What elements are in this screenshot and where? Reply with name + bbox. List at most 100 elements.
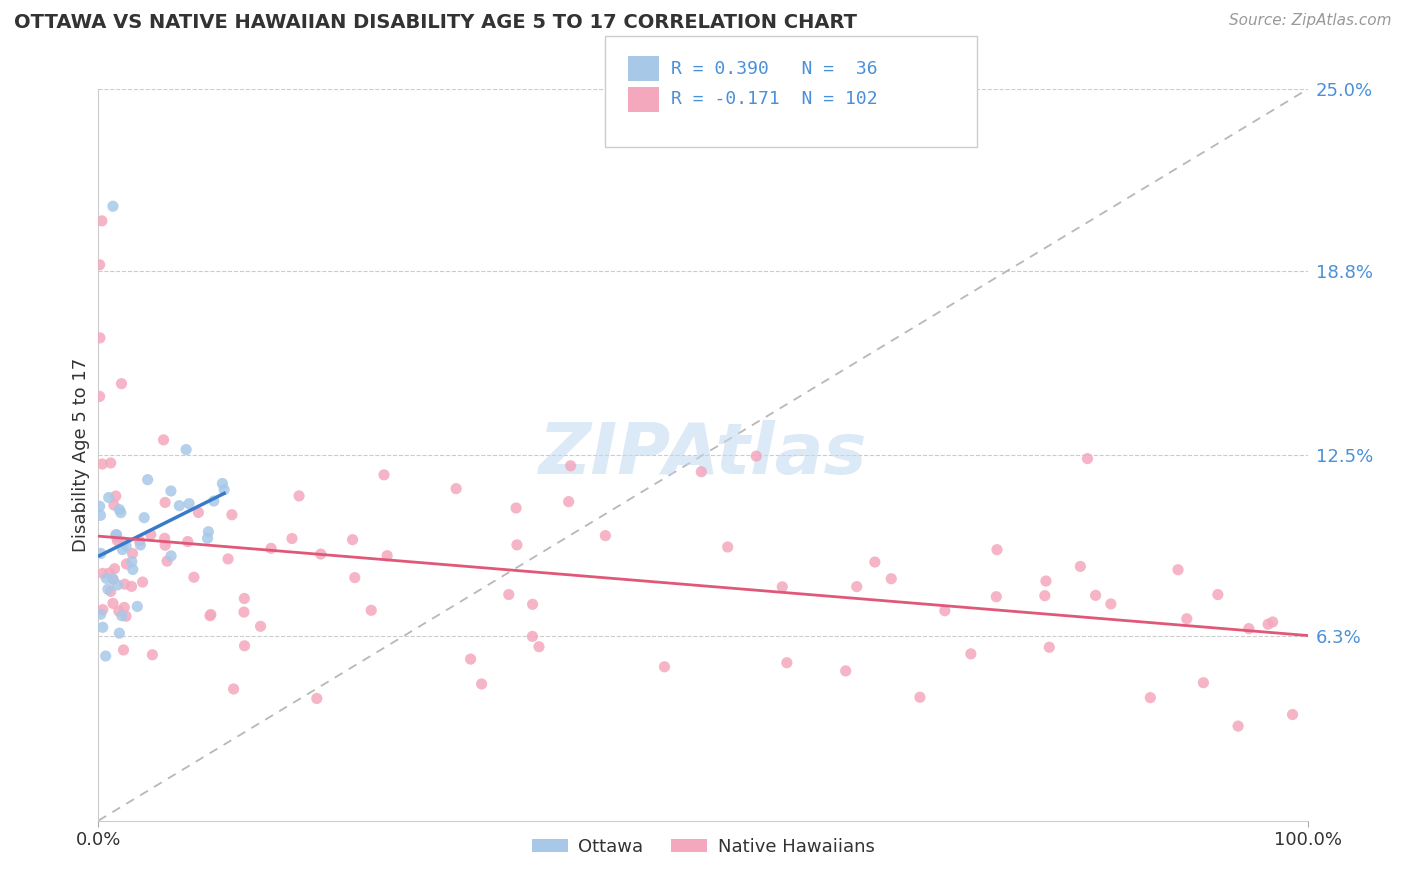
Point: [498, 588, 520, 602]
Point: [776, 656, 799, 670]
Point: [506, 538, 529, 552]
Point: [110, 376, 132, 391]
Point: [233, 639, 256, 653]
Point: [522, 629, 544, 643]
Point: [107, 578, 129, 592]
Point: [986, 542, 1008, 557]
Point: [212, 483, 235, 497]
Point: [595, 528, 617, 542]
Point: [114, 577, 136, 591]
Point: [110, 506, 132, 520]
Point: [690, 465, 713, 479]
Point: [104, 489, 127, 503]
Point: [89, 508, 111, 523]
Point: [309, 547, 332, 561]
Point: [232, 605, 254, 619]
Point: [98, 566, 121, 580]
Point: [1139, 690, 1161, 705]
Point: [100, 584, 122, 599]
Point: [103, 562, 125, 576]
Point: [141, 648, 163, 662]
Point: [101, 596, 124, 610]
Point: [107, 604, 129, 618]
Point: [100, 456, 122, 470]
Point: [134, 510, 156, 524]
Point: [654, 660, 676, 674]
Point: [197, 524, 219, 539]
Point: [560, 458, 582, 473]
Point: [115, 557, 138, 571]
Point: [960, 647, 983, 661]
Point: [169, 499, 191, 513]
Point: [105, 527, 128, 541]
Point: [121, 555, 143, 569]
Point: [260, 541, 283, 556]
Point: [343, 571, 366, 585]
Point: [522, 597, 544, 611]
Point: [221, 508, 243, 522]
Point: [115, 539, 138, 553]
Point: [94, 648, 117, 663]
Point: [153, 532, 176, 546]
Point: [360, 603, 382, 617]
Point: [174, 442, 197, 457]
Point: [160, 549, 183, 563]
Point: [112, 535, 135, 549]
Point: [834, 664, 856, 678]
Point: [136, 473, 159, 487]
Text: ZIPAtlas: ZIPAtlas: [538, 420, 868, 490]
Point: [1261, 615, 1284, 629]
Point: [112, 643, 135, 657]
Point: [1099, 597, 1122, 611]
Point: [505, 501, 527, 516]
Point: [908, 690, 931, 705]
Point: [1227, 719, 1250, 733]
Point: [121, 546, 143, 560]
Point: [373, 467, 395, 482]
Point: [197, 531, 219, 545]
Point: [152, 433, 174, 447]
Point: [198, 608, 221, 623]
Point: [460, 652, 482, 666]
Point: [155, 538, 177, 552]
Point: [1175, 612, 1198, 626]
Legend: Ottawa, Native Hawaiians: Ottawa, Native Hawaiians: [524, 830, 882, 863]
Point: [1192, 675, 1215, 690]
Point: [96, 571, 118, 585]
Text: Source: ZipAtlas.com: Source: ZipAtlas.com: [1229, 13, 1392, 29]
Point: [863, 555, 886, 569]
Point: [156, 554, 179, 568]
Point: [115, 609, 138, 624]
Point: [342, 533, 364, 547]
Point: [1033, 589, 1056, 603]
Point: [1069, 559, 1091, 574]
Point: [90, 546, 112, 560]
Point: [121, 562, 143, 576]
Text: R = 0.390   N =  36: R = 0.390 N = 36: [671, 60, 877, 78]
Point: [160, 483, 183, 498]
Point: [131, 575, 153, 590]
Point: [129, 538, 152, 552]
Point: [105, 529, 128, 543]
Point: [233, 591, 256, 606]
Point: [177, 534, 200, 549]
Point: [249, 619, 271, 633]
Point: [1167, 563, 1189, 577]
Point: [444, 482, 467, 496]
Point: [305, 691, 328, 706]
Point: [97, 582, 120, 597]
Text: OTTAWA VS NATIVE HAWAIIAN DISABILITY AGE 5 TO 17 CORRELATION CHART: OTTAWA VS NATIVE HAWAIIAN DISABILITY AGE…: [14, 13, 858, 32]
Y-axis label: Disability Age 5 to 17: Disability Age 5 to 17: [72, 358, 90, 552]
Point: [1084, 588, 1107, 602]
Point: [91, 602, 114, 616]
Point: [104, 528, 127, 542]
Point: [90, 607, 112, 622]
Point: [112, 600, 135, 615]
Point: [111, 542, 134, 557]
Point: [986, 590, 1008, 604]
Point: [187, 505, 209, 519]
Point: [288, 489, 311, 503]
Point: [105, 533, 128, 548]
Point: [89, 389, 111, 403]
Point: [101, 199, 124, 213]
